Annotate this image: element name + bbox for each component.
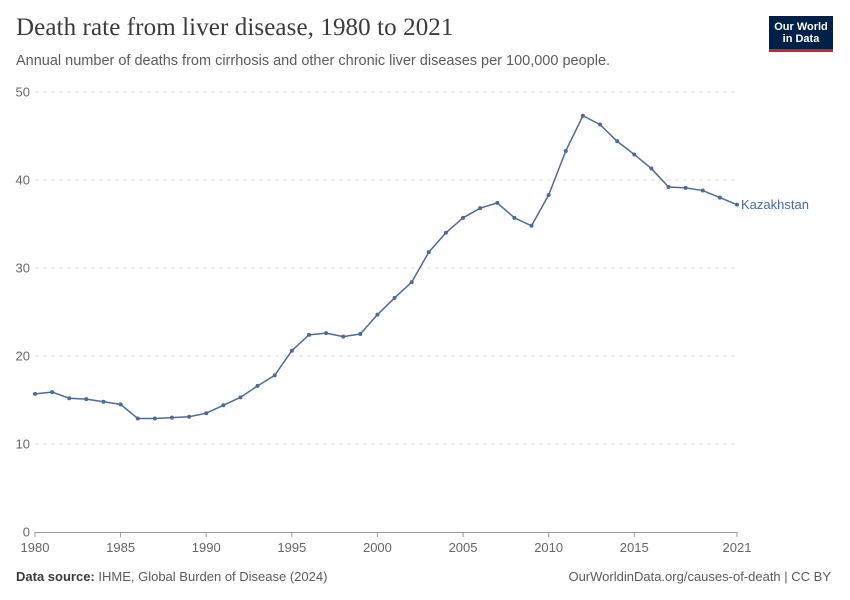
data-point: [649, 166, 654, 171]
series-line-kazakhstan: [34, 115, 738, 420]
chart-subtitle: Annual number of deaths from cirrhosis a…: [16, 53, 611, 69]
source-url[interactable]: OurWorldinData.org/causes-of-death | CC …: [568, 569, 831, 584]
data-point: [735, 202, 739, 207]
data-point: [204, 411, 209, 416]
data-point: [101, 399, 106, 404]
y-tick-label: 40: [16, 173, 30, 188]
x-tick-label: 1985: [106, 540, 135, 555]
data-source: Data source: IHME, Global Burden of Dise…: [16, 569, 327, 584]
data-point: [238, 395, 243, 400]
data-point: [135, 416, 140, 421]
y-tick-label: 50: [16, 85, 30, 100]
data-point: [375, 312, 380, 317]
owid-logo[interactable]: Our World in Data: [769, 16, 833, 52]
y-tick-label: 20: [16, 349, 30, 364]
data-point: [118, 402, 123, 407]
data-point: [666, 185, 671, 190]
x-tick-label: 1995: [277, 540, 306, 555]
logo-line-2: in Data: [782, 33, 820, 45]
data-point: [529, 223, 534, 228]
data-point: [461, 215, 466, 220]
data-point: [409, 280, 414, 285]
series-label: Kazakhstan: [741, 197, 809, 212]
x-tick-label: 2021: [723, 540, 752, 555]
data-point: [495, 200, 500, 205]
data-point: [580, 113, 585, 118]
data-source-text[interactable]: IHME, Global Burden of Disease (2024): [98, 569, 328, 584]
x-tick-label: 1990: [192, 540, 221, 555]
data-point: [289, 348, 294, 353]
chart-title: Death rate from liver disease, 1980 to 2…: [16, 14, 454, 41]
data-point: [152, 416, 157, 421]
data-point: [306, 332, 311, 337]
data-point: [33, 391, 37, 396]
y-tick-label: 0: [23, 525, 30, 540]
data-point: [426, 250, 431, 255]
data-point: [632, 152, 637, 157]
data-point: [512, 215, 517, 220]
data-point: [255, 383, 260, 388]
x-tick-label: 1980: [21, 540, 50, 555]
x-tick-label: 2010: [534, 540, 563, 555]
data-point: [358, 332, 363, 336]
y-tick-label: 10: [16, 437, 30, 452]
data-point: [84, 397, 89, 402]
logo-line-1: Our World: [774, 21, 828, 33]
data-point: [683, 185, 688, 190]
data-point: [67, 396, 72, 401]
data-point: [50, 390, 55, 395]
data-point: [341, 334, 346, 339]
data-point: [392, 295, 397, 300]
x-tick-label: 2015: [620, 540, 649, 555]
data-point: [598, 122, 603, 127]
data-point: [272, 373, 277, 378]
data-point: [615, 139, 620, 144]
data-source-label: Data source:: [16, 569, 95, 584]
x-tick-label: 2005: [449, 540, 478, 555]
data-point: [443, 230, 448, 235]
data-point: [700, 188, 705, 193]
data-point: [563, 148, 568, 153]
data-point: [187, 414, 192, 419]
data-point: [546, 192, 551, 197]
y-tick-label: 30: [16, 261, 30, 276]
data-point: [717, 195, 722, 200]
data-point: [169, 415, 174, 420]
data-point: [221, 403, 226, 408]
data-point: [478, 206, 483, 211]
data-point: [324, 331, 329, 336]
x-tick-label: 2000: [363, 540, 392, 555]
